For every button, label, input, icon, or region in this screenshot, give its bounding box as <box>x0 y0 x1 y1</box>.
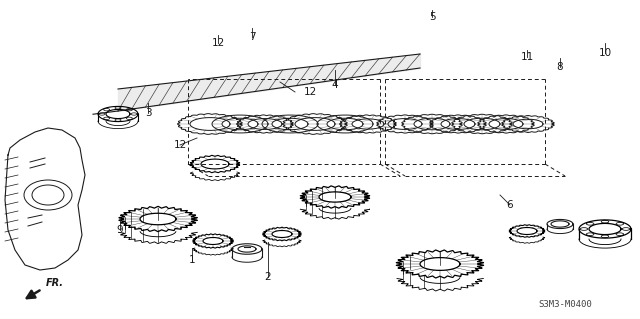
Text: 12: 12 <box>303 87 317 97</box>
Text: 4: 4 <box>332 80 339 90</box>
Text: 12: 12 <box>211 38 225 48</box>
Text: 6: 6 <box>507 200 513 210</box>
Text: 2: 2 <box>265 272 271 282</box>
Text: 8: 8 <box>557 62 563 72</box>
Text: 9: 9 <box>116 225 124 235</box>
Text: FR.: FR. <box>46 278 64 288</box>
Text: 1: 1 <box>189 255 195 265</box>
Text: 7: 7 <box>249 32 255 42</box>
Text: 5: 5 <box>429 12 435 22</box>
Text: 12: 12 <box>173 140 187 150</box>
Text: 3: 3 <box>145 108 151 118</box>
Text: 11: 11 <box>520 52 534 62</box>
Text: 10: 10 <box>598 48 612 58</box>
Text: S3M3-M0400: S3M3-M0400 <box>538 300 592 309</box>
